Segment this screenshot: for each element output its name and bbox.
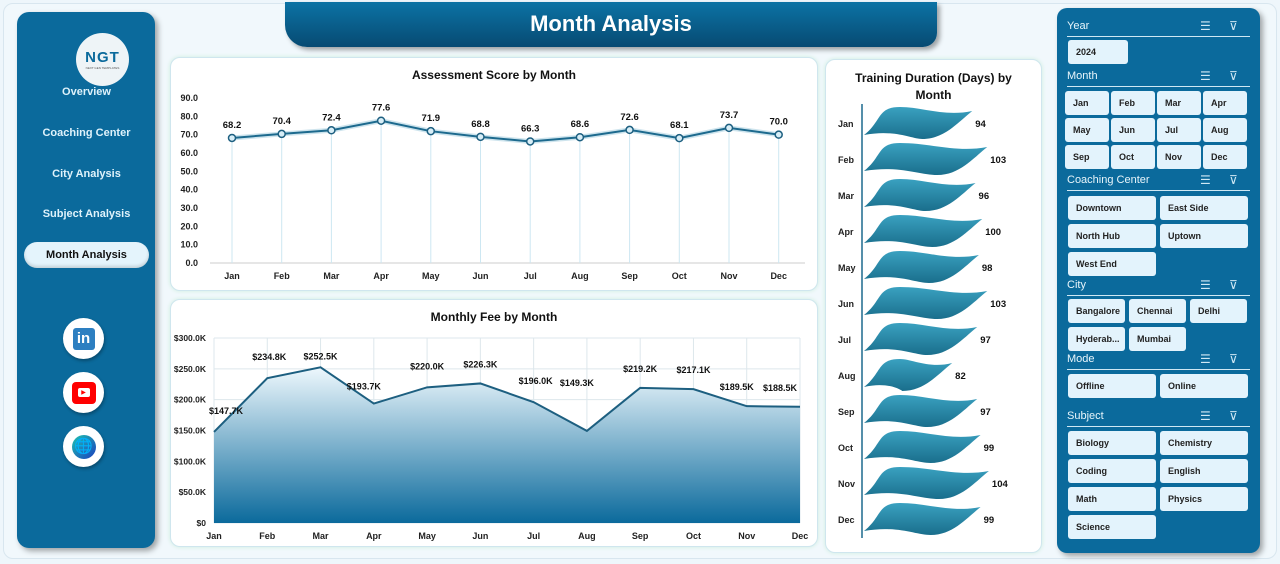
slicer-item[interactable]: Physics xyxy=(1160,487,1248,511)
multi-select-icon[interactable]: ☰ xyxy=(1200,352,1211,366)
slicer-item[interactable]: East Side xyxy=(1160,196,1248,220)
clear-filter-icon[interactable]: ⊽ xyxy=(1229,278,1238,292)
nav-city-analysis[interactable]: City Analysis xyxy=(52,168,121,180)
slicer-title: City xyxy=(1067,279,1086,291)
slicer-item[interactable]: Delhi xyxy=(1190,299,1247,323)
slicer-item[interactable]: North Hub xyxy=(1068,224,1156,248)
globe-icon: 🌐 xyxy=(71,434,96,459)
slicer-item[interactable]: Mumbai xyxy=(1129,327,1186,351)
slicer-item[interactable]: Bangalore xyxy=(1068,299,1125,323)
nav-overview[interactable]: Overview xyxy=(62,86,111,98)
monthly-fee-chart: Monthly Fee by Month xyxy=(170,299,818,547)
slicer-title: Year xyxy=(1067,20,1090,32)
page-title: Month Analysis xyxy=(285,2,937,47)
slicer-item[interactable]: Jun xyxy=(1111,118,1155,142)
slicer-item[interactable]: Chemistry xyxy=(1160,431,1248,455)
slicer-item[interactable]: West End xyxy=(1068,252,1156,276)
slicer-title: Subject xyxy=(1067,410,1104,422)
slicer-title: Coaching Center xyxy=(1067,174,1150,186)
youtube-button[interactable]: ▶ xyxy=(63,372,104,413)
slicer-item[interactable]: Dec xyxy=(1203,145,1247,169)
slicer-header-month: Month ☰ ⊽ xyxy=(1067,67,1250,87)
slicer-item[interactable]: Sep xyxy=(1065,145,1109,169)
website-button[interactable]: 🌐 xyxy=(63,426,104,467)
slicer-item[interactable]: Hyderab... xyxy=(1068,327,1125,351)
clear-filter-icon[interactable]: ⊽ xyxy=(1229,69,1238,83)
slicer-item[interactable]: Chennai xyxy=(1129,299,1186,323)
multi-select-icon[interactable]: ☰ xyxy=(1200,69,1211,83)
slicer-item[interactable]: Coding xyxy=(1068,459,1156,483)
slicer-item[interactable]: Nov xyxy=(1157,145,1201,169)
slicer-item[interactable]: 2024 xyxy=(1068,40,1128,64)
slicer-item[interactable]: English xyxy=(1160,459,1248,483)
chart-title: Training Duration (Days) by Month xyxy=(855,71,1012,102)
slicer-item[interactable]: May xyxy=(1065,118,1109,142)
nav-subject-analysis[interactable]: Subject Analysis xyxy=(42,208,131,220)
slicer-item[interactable]: Mar xyxy=(1157,91,1201,115)
slicer-header-coaching-center: Coaching Center ☰ ⊽ xyxy=(1067,171,1250,191)
slicer-item[interactable]: Jul xyxy=(1157,118,1201,142)
slicer-item[interactable]: Downtown xyxy=(1068,196,1156,220)
multi-select-icon[interactable]: ☰ xyxy=(1200,19,1211,33)
slicer-item[interactable]: Oct xyxy=(1111,145,1155,169)
clear-filter-icon[interactable]: ⊽ xyxy=(1229,19,1238,33)
ngt-logo: NGT NEXT GEN TEMPLATES xyxy=(76,33,129,86)
slicer-item[interactable]: Aug xyxy=(1203,118,1247,142)
linkedin-icon: in xyxy=(72,327,95,350)
slicer-item[interactable]: Math xyxy=(1068,487,1156,511)
slicer-title: Mode xyxy=(1067,353,1095,365)
clear-filter-icon[interactable]: ⊽ xyxy=(1229,173,1238,187)
nav-coaching-center[interactable]: Coaching Center xyxy=(42,127,131,139)
slicer-item[interactable]: Science xyxy=(1068,515,1156,539)
slicer-header-subject: Subject ☰ ⊽ xyxy=(1067,407,1250,427)
multi-select-icon[interactable]: ☰ xyxy=(1200,278,1211,292)
slicer-header-year: Year ☰ ⊽ xyxy=(1067,17,1250,37)
youtube-icon: ▶ xyxy=(71,381,96,404)
training-duration-chart: Training Duration (Days) by Month xyxy=(825,59,1042,553)
slicer-item[interactable]: Jan xyxy=(1065,91,1109,115)
assessment-score-chart: Assessment Score by Month xyxy=(170,57,818,291)
slicer-item[interactable]: Offline xyxy=(1068,374,1156,398)
multi-select-icon[interactable]: ☰ xyxy=(1200,409,1211,423)
slicer-item[interactable]: Feb xyxy=(1111,91,1155,115)
nav-month-analysis[interactable]: Month Analysis xyxy=(24,242,149,268)
chart-title: Monthly Fee by Month xyxy=(430,310,558,324)
slicer-item[interactable]: Apr xyxy=(1203,91,1247,115)
slicer-item[interactable]: Online xyxy=(1160,374,1248,398)
linkedin-button[interactable]: in xyxy=(63,318,104,359)
clear-filter-icon[interactable]: ⊽ xyxy=(1229,409,1238,423)
slicer-title: Month xyxy=(1067,70,1098,82)
slicer-item[interactable]: Uptown xyxy=(1160,224,1248,248)
chart-title: Assessment Score by Month xyxy=(411,68,577,82)
slicer-header-mode: Mode ☰ ⊽ xyxy=(1067,350,1250,370)
multi-select-icon[interactable]: ☰ xyxy=(1200,173,1211,187)
slicer-item[interactable]: Biology xyxy=(1068,431,1156,455)
slicer-header-city: City ☰ ⊽ xyxy=(1067,276,1250,296)
clear-filter-icon[interactable]: ⊽ xyxy=(1229,352,1238,366)
